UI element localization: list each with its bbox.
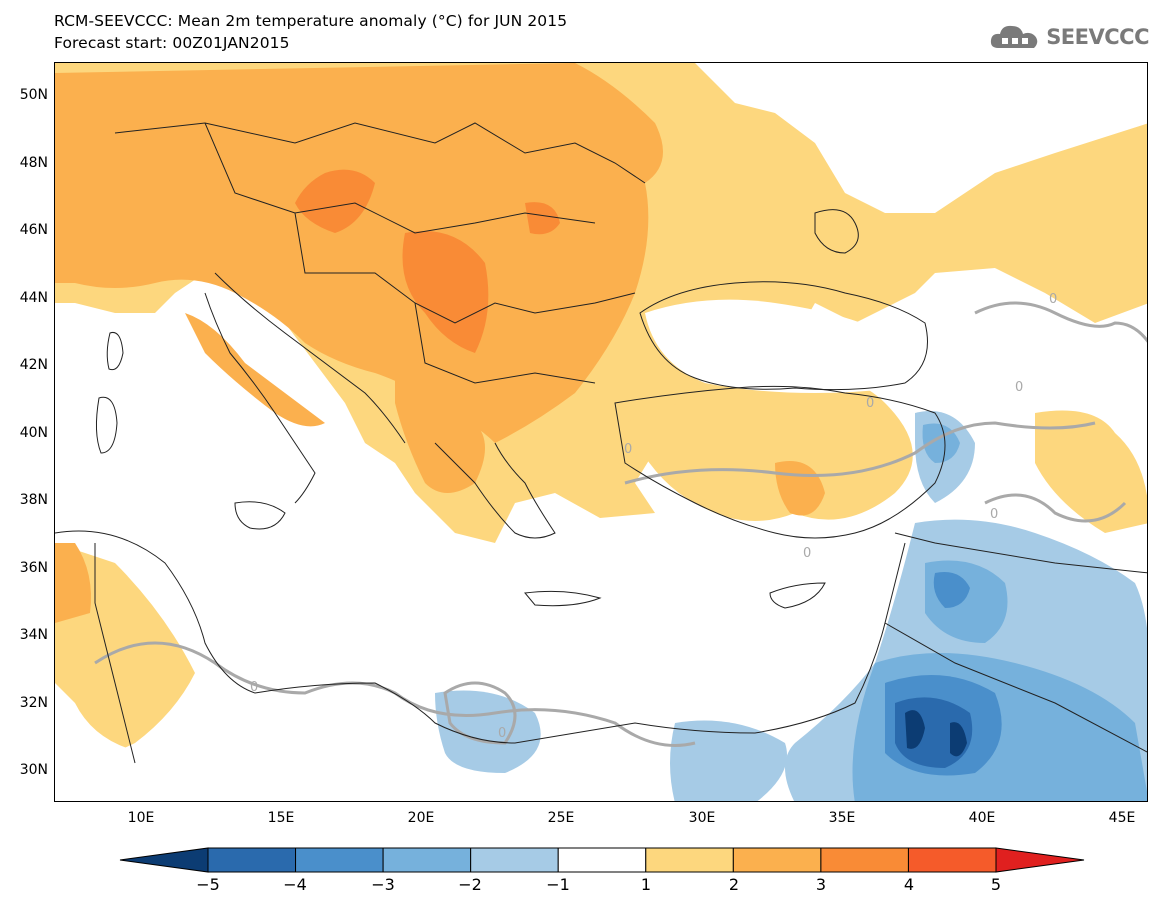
- lat-label-32n: 32N: [19, 695, 48, 711]
- coastline-crimea: [814, 209, 859, 254]
- anomaly-region-plus3-serbia: [402, 231, 489, 353]
- colorbar-label-5: 5: [990, 875, 1002, 894]
- colorbar: [119, 847, 1085, 873]
- lon-label-35e: 35E: [828, 810, 856, 826]
- colorbar-label-2: 2: [728, 875, 740, 894]
- lat-label-40n: 40N: [19, 425, 48, 441]
- anomaly-region-plus2-italy: [185, 313, 325, 427]
- colorbar-label-4: 4: [903, 875, 915, 894]
- anomaly-region-neutral-blacksea: [645, 299, 927, 393]
- coastline-greece: [434, 442, 556, 539]
- contour-labels-group: 0 0 0 0 0 0 0 0: [250, 292, 1057, 741]
- lon-label-25e: 25E: [547, 810, 575, 826]
- colorbar-label-minus4: −4: [283, 875, 307, 894]
- colorbar-arrow-low: [119, 847, 209, 873]
- colorbar-label-3: 3: [815, 875, 827, 894]
- zero-contour-black-sea: [974, 301, 1147, 343]
- zero-contour-label: 0: [624, 442, 632, 457]
- zero-contour-label: 0: [1049, 292, 1057, 307]
- colorbar-arrow-high: [995, 847, 1085, 873]
- border-europe: [114, 122, 646, 384]
- zero-contour-africa: [94, 641, 696, 747]
- anomaly-region-neutral-ukraine: [695, 63, 1147, 213]
- lat-label-38n: 38N: [19, 492, 48, 508]
- anomaly-region-minus1-egypt: [670, 720, 787, 801]
- anomaly-region-neutral-med: [55, 363, 915, 801]
- lat-label-44n: 44N: [19, 290, 48, 306]
- colorbar-label-minus3: −3: [371, 875, 395, 894]
- anomaly-region-plus3-hungary: [295, 169, 375, 233]
- coastline-italy: [204, 292, 316, 504]
- lat-label-48n: 48N: [19, 155, 48, 171]
- logo-text: SEEVCCC: [1046, 25, 1149, 49]
- zero-contour-mesopotamia: [984, 493, 1127, 523]
- anomaly-region-minus3-syria: [933, 572, 970, 608]
- lat-label-46n: 46N: [19, 222, 48, 238]
- lon-label-45e: 45E: [1108, 810, 1136, 826]
- coastline-sicily: [234, 501, 286, 530]
- anomaly-region-plus3-romania: [525, 202, 560, 235]
- anomaly-region-plus2-balkans: [395, 363, 485, 493]
- colorbar-label-minus1: −1: [546, 875, 570, 894]
- colorbar-box: [557, 847, 647, 873]
- colorbar-box: [732, 847, 822, 873]
- colorbar-label-minus2: −2: [458, 875, 482, 894]
- colorbar-box: [820, 847, 909, 873]
- colorbar-box: [295, 847, 384, 873]
- lon-label-20e: 20E: [407, 810, 435, 826]
- map-frame: 0 0 0 0 0 0 0 0: [54, 62, 1148, 802]
- anomaly-region-minus5-west: [905, 710, 925, 749]
- lat-label-42n: 42N: [19, 357, 48, 373]
- anomaly-region-plus2-iberia: [55, 543, 91, 623]
- lon-label-30e: 30E: [688, 810, 716, 826]
- anomaly-region-plus1-turkey: [625, 376, 913, 521]
- zero-contour-turkey: [624, 421, 1096, 485]
- anomaly-region-plus2-europe: [55, 63, 663, 443]
- lon-label-15e: 15E: [267, 810, 295, 826]
- cloud-icon: [991, 25, 1038, 48]
- colorbar-label-minus5: −5: [196, 875, 220, 894]
- colorbar-box: [207, 847, 297, 873]
- lon-label-10e: 10E: [127, 810, 155, 826]
- lat-label-36n: 36N: [19, 560, 48, 576]
- colorbar-box: [470, 847, 559, 873]
- zero-contour-label: 0: [1015, 380, 1023, 395]
- colorbar-box: [645, 847, 734, 873]
- seevccc-logo: SEEVCCC: [988, 20, 1149, 54]
- coastline-sardinia: [95, 396, 118, 454]
- zero-contour-label: 0: [250, 680, 258, 695]
- coastline-cyprus: [769, 582, 826, 609]
- anomaly-region-minus5-east: [950, 722, 967, 757]
- colorbar-box: [382, 847, 472, 873]
- lat-label-34n: 34N: [19, 627, 48, 643]
- forecast-start-label: Forecast start: 00Z01JAN2015: [54, 34, 290, 52]
- anomaly-region-plus1-east: [1035, 410, 1147, 533]
- zero-contour-label: 0: [498, 726, 506, 741]
- coastline-adriatic: [214, 272, 406, 444]
- anomaly-region-plus1-ne: [975, 225, 1147, 303]
- colorbar-box: [907, 847, 997, 873]
- coastline-north-africa: [55, 530, 906, 744]
- map-title: RCM-SEEVCCC: Mean 2m temperature anomaly…: [54, 12, 568, 30]
- zero-contour-label: 0: [990, 507, 998, 522]
- lat-label-50n: 50N: [19, 87, 48, 103]
- lat-label-30n: 30N: [19, 762, 48, 778]
- coastline-crete: [524, 590, 602, 607]
- anomaly-map: 0 0 0 0 0 0 0 0: [55, 63, 1147, 801]
- zero-contour-label: 0: [803, 546, 811, 561]
- zero-contour-label: 0: [866, 396, 874, 411]
- coastline-turkey: [614, 385, 946, 539]
- lon-label-40e: 40E: [968, 810, 996, 826]
- border-africa: [94, 532, 1147, 764]
- colorbar-label-1: 1: [640, 875, 652, 894]
- coastline-black-sea: [639, 281, 928, 391]
- coastline-corsica: [106, 331, 124, 371]
